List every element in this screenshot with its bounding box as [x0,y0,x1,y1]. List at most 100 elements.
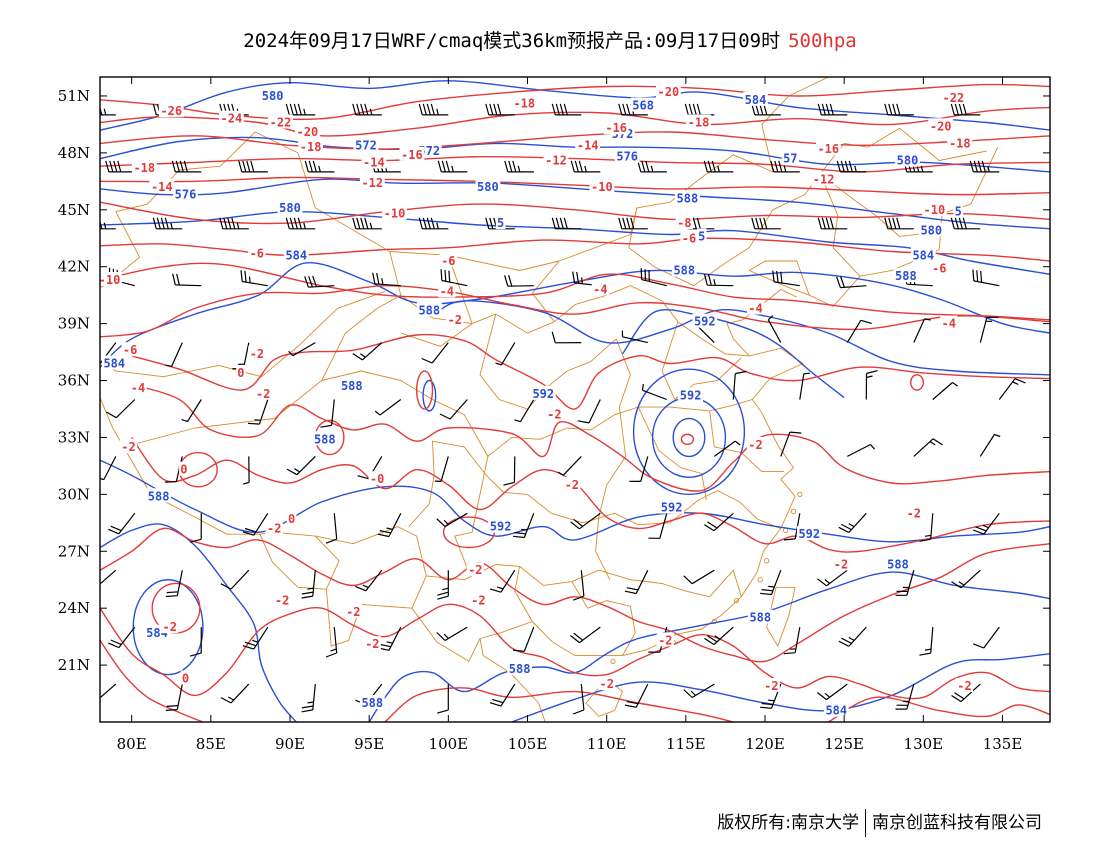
temperature-label: -2 [658,633,672,647]
lat-tick-label: 24N [58,599,90,617]
longitude-axis: 80E 85E 90E 95E 100E 105E 110E 115E 120E 125E 130E… [117,77,1022,753]
height-label: 592 [798,527,820,541]
wind-barb [969,160,1000,173]
height-label: 592 [661,501,683,515]
wind-barb [732,370,747,400]
temperature-closed-contour [680,433,695,446]
border-line [389,251,750,357]
contour-label-bg [119,438,138,453]
contour-label-bg [469,592,487,607]
contour-label-bg [796,526,822,541]
temperature-label: -2 [764,679,778,693]
temperature-label: -10 [384,207,406,221]
wind-barb [514,399,535,423]
temperature-label: -6 [250,246,264,260]
contour-label-bg [823,702,849,717]
temperature-label: -2 [275,594,289,608]
temperature-label: -16 [401,148,423,162]
wind-barb [972,626,1000,649]
temperature-contour [827,696,1050,722]
height-label: 588 [509,662,531,676]
temperature-label: -18 [949,136,971,150]
wind-barb [551,103,582,116]
wind-barb [817,569,848,587]
wind-barb [648,513,668,539]
wind-barb [895,570,915,596]
wind-barb [618,103,648,116]
temperature-label: -2 [256,387,270,401]
wind-barb [100,683,117,699]
border-line [575,289,804,657]
contour-label-bg [575,137,601,152]
temperature-closed-contour [910,374,925,391]
contour-label-bg [248,245,266,260]
wind-barb [817,683,848,701]
wind-barb [884,103,914,116]
height-contour [100,136,1050,173]
wind-barb [979,433,1001,457]
height-label: 5 [497,216,504,230]
height-closed-contour [632,368,746,496]
height-label: 57 [783,152,797,166]
temperature-closed-contour [415,370,434,410]
height-label: 588 [677,191,699,205]
border-line [571,581,636,656]
contour-label-bg [439,253,457,267]
wind-barb [512,513,535,539]
lat-tick-label: 30N [58,485,90,503]
contour-label-bg [692,313,718,328]
temperature-label: -0 [370,472,384,486]
wind-barb [374,399,402,416]
height-label: 588 [673,264,695,278]
lat-tick-label: 33N [58,428,90,446]
contour-label-bg [941,89,966,104]
temperature-label: -22 [943,91,965,105]
wind-barb [951,569,981,589]
contour-label-bg [918,222,944,237]
contour-label-bg [746,437,765,451]
wind-barb [751,103,781,116]
wind-barbs-layer [100,103,1026,715]
temperature-contour [100,639,204,722]
border-line [100,211,576,662]
height-contour [621,309,845,399]
wind-barb [817,103,848,116]
wind-barb [286,455,316,476]
contour-label-bg [179,461,189,476]
border-line [400,255,473,347]
wind-barb [637,160,667,173]
wind-barb [570,512,601,530]
wind-barb [683,569,715,585]
height-label: 576 [616,150,638,164]
wind-barb [570,160,601,173]
wind-barb [503,456,516,486]
temperature-contour [131,333,1050,410]
temperature-contour [100,603,1050,700]
contour-label-bg [475,179,501,193]
contour-label-bg [656,84,681,99]
wind-barb [577,399,601,424]
temperature-label: 0 [237,366,244,380]
contour-label-bg [361,154,387,169]
wind-barb [950,103,981,116]
height-label: 588 [418,303,440,317]
wind-barb [219,217,249,230]
wind-barb [972,269,1000,287]
contour-label-bg [885,556,911,571]
temperature-label: -2 [365,637,379,651]
wind-barb [640,268,667,287]
contour-label-bg [678,387,703,402]
contour-label-bg [149,179,175,193]
wind-barb [913,318,931,343]
contour-label-bg [955,678,974,692]
wind-barb [836,160,867,173]
height-contour [100,262,1050,368]
border-line [531,260,560,322]
contour-label-bg [353,137,379,152]
temperature-label: -2 [907,506,921,520]
temperature-label: -10 [99,273,121,287]
temperature-label: 0 [180,463,187,477]
lat-tick-label: 45N [58,201,90,219]
temperature-closed-contour [442,516,495,549]
